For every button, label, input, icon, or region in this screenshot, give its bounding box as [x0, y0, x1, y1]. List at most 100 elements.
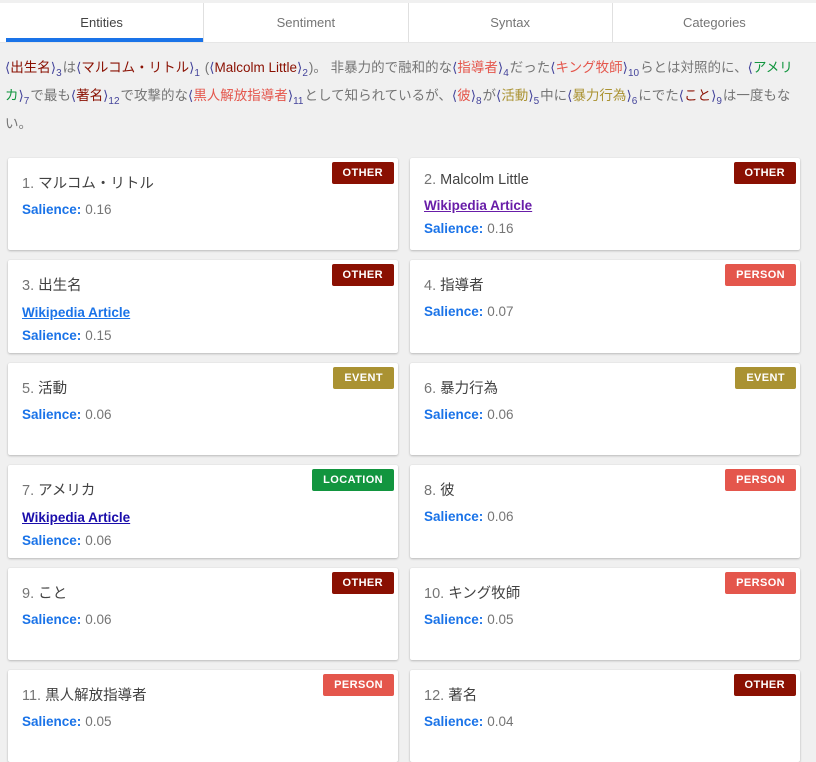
salience-value: 0.07 — [487, 304, 514, 319]
entity-name: 暴力行為 — [440, 381, 499, 397]
entity-card: EVENT 6. 暴力行為 Salience: 0.06 — [410, 363, 800, 455]
entity-number: 8. — [424, 483, 437, 499]
open-bracket: ⟨ — [76, 60, 82, 75]
tab-sentiment-label: Sentiment — [276, 15, 336, 30]
open-bracket: ⟨ — [209, 60, 215, 75]
entity-number: 2. — [424, 172, 437, 188]
salience-row: Salience: 0.06 — [22, 533, 384, 548]
entity-card: OTHER 9. こと Salience: 0.06 — [8, 568, 398, 660]
entity-mention-person[interactable]: ⟨彼⟩8 — [451, 88, 483, 107]
entity-mention-other[interactable]: ⟨こと⟩9 — [679, 88, 723, 107]
tab-sentiment[interactable]: Sentiment — [204, 3, 409, 42]
entity-type-badge: PERSON — [725, 264, 796, 286]
salience-label: Salience: — [424, 304, 484, 319]
close-bracket: ⟩ — [50, 60, 57, 75]
entity-index-subscript: 3 — [56, 68, 62, 79]
tab-categories[interactable]: Categories — [612, 3, 816, 42]
open-bracket: ⟨ — [5, 60, 11, 75]
salience-label: Salience: — [424, 509, 484, 524]
entity-mention-text: 著名 — [76, 88, 104, 103]
salience-label: Salience: — [424, 612, 484, 627]
wikipedia-link[interactable]: Wikipedia Article — [22, 510, 131, 525]
salience-label: Salience: — [22, 714, 82, 729]
entity-mention-other[interactable]: ⟨Malcolm Little⟩2 — [209, 60, 309, 79]
plain-text: らとは対照的に、 — [640, 60, 748, 75]
plain-text: ( — [200, 60, 210, 75]
salience-label: Salience: — [22, 202, 82, 217]
close-bracket: ⟩ — [528, 88, 534, 103]
entity-mention-person[interactable]: ⟨指導者⟩4 — [452, 60, 510, 79]
entity-type-badge: OTHER — [331, 264, 394, 286]
entity-card: OTHER 1. マルコム・リトル Salience: 0.16 — [8, 158, 398, 250]
plain-text: 中に — [540, 88, 568, 103]
salience-row: Salience: 0.06 — [424, 509, 786, 524]
tab-entities[interactable]: Entities — [0, 3, 205, 42]
entity-name: 出生名 — [38, 278, 82, 294]
entity-mention-other[interactable]: ⟨マルコム・リトル⟩1 — [76, 60, 201, 79]
salience-value: 0.06 — [85, 533, 112, 548]
wikipedia-link[interactable]: Wikipedia Article — [22, 305, 131, 320]
close-bracket: ⟩ — [626, 88, 632, 103]
entity-mention-location[interactable]: ⟨アメリカ⟩7 — [5, 60, 793, 107]
entity-mention-other[interactable]: ⟨著名⟩12 — [71, 88, 121, 107]
plain-text: で攻撃的な — [120, 88, 189, 103]
salience-row: Salience: 0.05 — [22, 714, 384, 729]
entity-mention-person[interactable]: ⟨黒人解放指導者⟩11 — [188, 88, 304, 107]
plain-text: )。 非暴力的で融和的な — [308, 60, 453, 75]
entity-number: 1. — [22, 176, 35, 192]
salience-label: Salience: — [22, 328, 82, 343]
entity-card: PERSON 8. 彼 Salience: 0.06 — [410, 465, 800, 558]
entity-index-subscript: 11 — [293, 96, 304, 107]
entity-card-title: 5. 活動 — [22, 377, 384, 398]
plain-text: として知られているが、 — [304, 88, 452, 103]
salience-value: 0.06 — [85, 407, 112, 422]
entity-card-title: 4. 指導者 — [424, 274, 786, 295]
entity-card-title: 8. 彼 — [424, 479, 786, 500]
entity-card: PERSON 4. 指導者 Salience: 0.07 — [410, 260, 800, 353]
entity-number: 11. — [22, 688, 42, 704]
entity-mention-text: 彼 — [457, 88, 471, 103]
entity-mention-text: 指導者 — [457, 60, 498, 75]
plain-text: は一度もない。 — [5, 88, 791, 131]
entity-index-subscript: 5 — [533, 96, 540, 107]
close-bracket: ⟩ — [287, 88, 294, 103]
salience-label: Salience: — [22, 533, 82, 548]
analysis-tabbar: Entities Sentiment Syntax Categories — [0, 3, 816, 43]
entity-number: 6. — [424, 381, 437, 397]
entity-card-title: 12. 著名 — [424, 684, 786, 705]
tab-syntax[interactable]: Syntax — [408, 3, 613, 42]
entity-card-title: 3. 出生名 — [22, 274, 384, 295]
entity-card-title: 11. 黒人解放指導者 — [22, 684, 384, 705]
salience-row: Salience: 0.15 — [22, 328, 384, 343]
entity-name: 著名 — [448, 688, 478, 704]
open-bracket: ⟨ — [567, 88, 573, 103]
salience-row: Salience: 0.06 — [22, 612, 384, 627]
salience-value: 0.16 — [487, 221, 514, 236]
plain-text: で最も — [30, 88, 71, 103]
entity-type-badge: PERSON — [725, 469, 796, 491]
entity-card: EVENT 5. 活動 Salience: 0.06 — [8, 363, 398, 455]
entity-mention-text: 活動 — [501, 88, 529, 103]
tab-entities-label: Entities — [80, 15, 123, 30]
tab-categories-label: Categories — [682, 15, 746, 30]
wikipedia-link[interactable]: Wikipedia Article — [424, 198, 533, 213]
entity-card: OTHER 3. 出生名 Wikipedia Article Salience:… — [8, 260, 398, 353]
entity-mention-event[interactable]: ⟨活動⟩5 — [496, 88, 540, 107]
salience-value: 0.04 — [487, 714, 514, 729]
open-bracket: ⟨ — [451, 88, 458, 103]
close-bracket: ⟩ — [497, 60, 504, 75]
entity-name: キング牧師 — [448, 586, 521, 602]
entity-name: 活動 — [38, 381, 68, 397]
entity-mention-other[interactable]: ⟨出生名⟩3 — [5, 60, 63, 79]
annotated-text: ⟨出生名⟩3は⟨マルコム・リトル⟩1 (⟨Malcolm Little⟩2)。 … — [0, 43, 816, 143]
entity-type-badge: EVENT — [333, 367, 394, 389]
salience-value: 0.05 — [487, 612, 514, 627]
entity-card: PERSON 10. キング牧師 Salience: 0.05 — [410, 568, 800, 660]
entity-mention-event[interactable]: ⟨暴力行為⟩6 — [567, 88, 638, 107]
entity-mention-text: アメリカ — [5, 60, 793, 103]
entity-mention-person[interactable]: ⟨キング牧師⟩10 — [550, 60, 640, 79]
salience-label: Salience: — [424, 221, 484, 236]
entity-type-badge: EVENT — [735, 367, 796, 389]
salience-value: 0.06 — [487, 509, 514, 524]
salience-value: 0.05 — [85, 714, 112, 729]
